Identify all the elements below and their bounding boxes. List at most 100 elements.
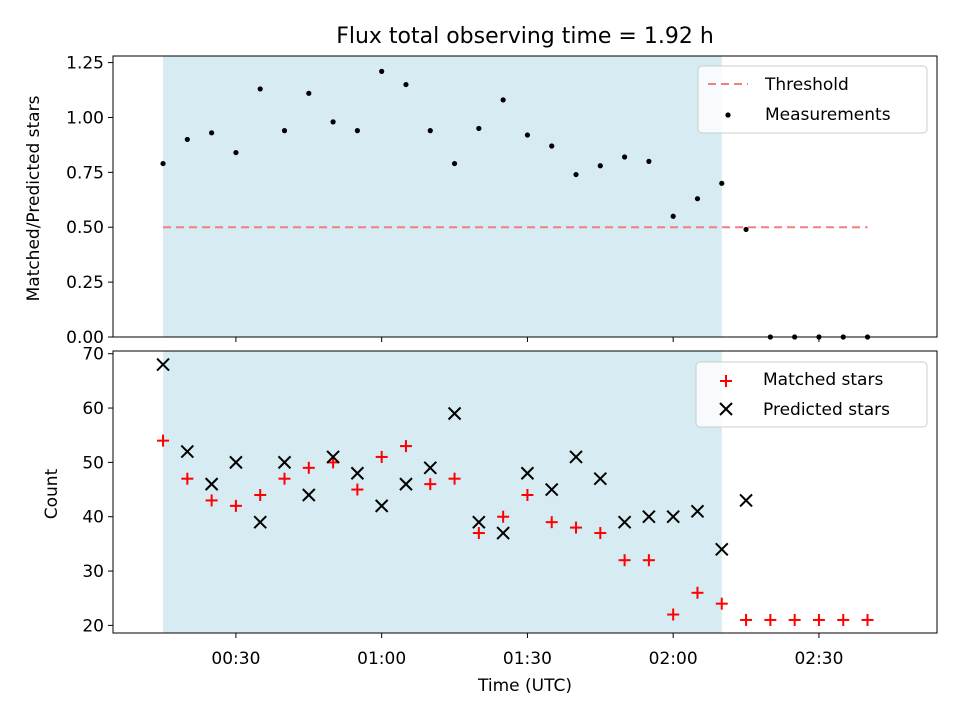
top-y-axis-ticks: 0.00 0.25 0.50 0.75 1.00 1.25 — [66, 54, 113, 348]
bottom-y-tick-label: 40 — [82, 508, 104, 528]
predicted-star-point — [569, 450, 583, 464]
top-y-tick-label: 1.00 — [66, 108, 104, 128]
legend-predicted-label: Predicted stars — [763, 400, 890, 420]
top-panel: 0.00 0.25 0.50 0.75 1.00 1.25 Matched/Predict… — [24, 54, 938, 348]
measurement-point — [549, 143, 555, 149]
top-y-axis-label: Matched/Predicted stars — [24, 95, 44, 301]
bottom-x-tick-label: 00:30 — [211, 649, 260, 669]
matched-star-point — [861, 613, 874, 626]
measurement-point — [694, 196, 701, 202]
predicted-star-point — [253, 515, 267, 529]
top-y-tick-label: 0.50 — [66, 218, 104, 238]
matched-star-point — [205, 494, 218, 507]
bottom-legend: Matched stars Predicted stars — [695, 361, 928, 428]
predicted-star-point — [229, 455, 243, 470]
matched-star-point — [642, 554, 655, 567]
measurement-point — [476, 125, 482, 132]
matched-star-point — [254, 488, 267, 501]
predicted-star-point — [350, 466, 365, 480]
matched-star-point — [740, 613, 753, 626]
measurement-point — [427, 128, 433, 134]
matched-star-point — [302, 461, 315, 474]
bottom-y-axis-ticks: 20 30 40 50 60 70 — [82, 345, 113, 636]
measurement-point — [233, 149, 239, 156]
predicted-star-point — [690, 504, 705, 518]
bottom-shaded-span — [163, 351, 722, 633]
predicted-star-point — [447, 406, 462, 421]
predicted-star-point — [715, 542, 729, 557]
measurement-point — [524, 132, 531, 138]
predicted-star-point — [496, 526, 510, 540]
predicted-star-point — [180, 444, 195, 459]
measurement-point — [209, 130, 215, 136]
measurement-point — [281, 128, 288, 134]
measurement-point — [354, 128, 360, 134]
predicted-star-point — [545, 482, 559, 497]
predicted-star-point — [399, 477, 413, 491]
predicted-star-point — [302, 488, 316, 502]
matched-star-point — [570, 521, 583, 534]
top-measurements — [160, 68, 871, 340]
predicted-star-point — [472, 515, 486, 529]
legend-matched-label: Matched stars — [763, 370, 883, 390]
top-shaded-span — [163, 56, 722, 337]
measurement-point — [597, 163, 603, 169]
measurement-point — [184, 136, 190, 143]
predicted-stars-points — [156, 357, 753, 557]
measurement-point — [670, 213, 676, 219]
matched-star-point — [764, 613, 777, 626]
bottom-y-tick-label: 60 — [82, 399, 104, 419]
measurement-point — [621, 154, 628, 160]
measurement-point — [646, 158, 652, 164]
matched-star-point — [812, 613, 825, 626]
bottom-y-tick-label: 50 — [82, 453, 104, 473]
measurement-point — [160, 160, 166, 167]
predicted-star-point — [374, 499, 389, 513]
predicted-star-point — [739, 493, 753, 508]
bottom-x-tick-label: 01:30 — [503, 649, 552, 669]
predicted-star-point — [520, 466, 535, 480]
bottom-x-axis-label: Time (UTC) — [477, 676, 572, 696]
bottom-x-axis-ticks: 00:30 01:00 01:30 02:00 02:30 — [211, 633, 843, 669]
top-legend: Threshold Measurements — [697, 65, 928, 134]
bottom-panel: 20 30 40 50 60 70 00:30 01:00 01:30 02:00 02:30 C… — [42, 345, 938, 696]
matched-star-point — [229, 499, 242, 512]
predicted-star-point — [277, 455, 292, 470]
matched-star-point — [618, 554, 631, 567]
measurement-point — [573, 171, 579, 178]
measurement-point — [451, 160, 458, 167]
measurement-point — [743, 226, 749, 233]
matched-star-point — [472, 527, 485, 540]
chart-title: Flux total observing time = 1.92 h — [336, 24, 714, 49]
matched-star-point — [157, 434, 170, 447]
measurement-point — [330, 119, 336, 125]
matched-star-point — [448, 472, 461, 485]
bottom-x-tick-label: 02:00 — [649, 649, 698, 669]
measurement-point — [403, 81, 409, 88]
matched-stars-points — [157, 434, 874, 626]
predicted-star-point — [204, 477, 219, 491]
bottom-y-tick-label: 70 — [82, 345, 104, 365]
top-y-tick-label: 1.25 — [66, 54, 104, 74]
bottom-y-axis-label: Count — [42, 468, 62, 519]
bottom-axes-frame — [112, 350, 938, 634]
matched-star-point — [691, 586, 704, 599]
top-x-axis-ticks — [235, 337, 820, 342]
measurement-point — [306, 90, 312, 96]
matched-star-point — [667, 608, 680, 621]
legend-threshold-label: Threshold — [764, 75, 849, 95]
top-y-tick-label: 0.75 — [66, 163, 104, 183]
matched-star-point — [181, 472, 194, 485]
measurement-point — [257, 86, 263, 92]
matched-star-point — [399, 440, 412, 453]
legend-measurements-label: Measurements — [765, 105, 891, 125]
measurement-point — [719, 180, 725, 186]
legend-predicted-swatch — [719, 402, 733, 416]
matched-star-point — [545, 516, 558, 529]
legend-measurements-swatch — [725, 112, 731, 118]
predicted-star-point — [423, 461, 437, 475]
matched-star-point — [715, 597, 728, 610]
predicted-star-point — [642, 510, 656, 524]
matched-star-point — [497, 510, 510, 523]
